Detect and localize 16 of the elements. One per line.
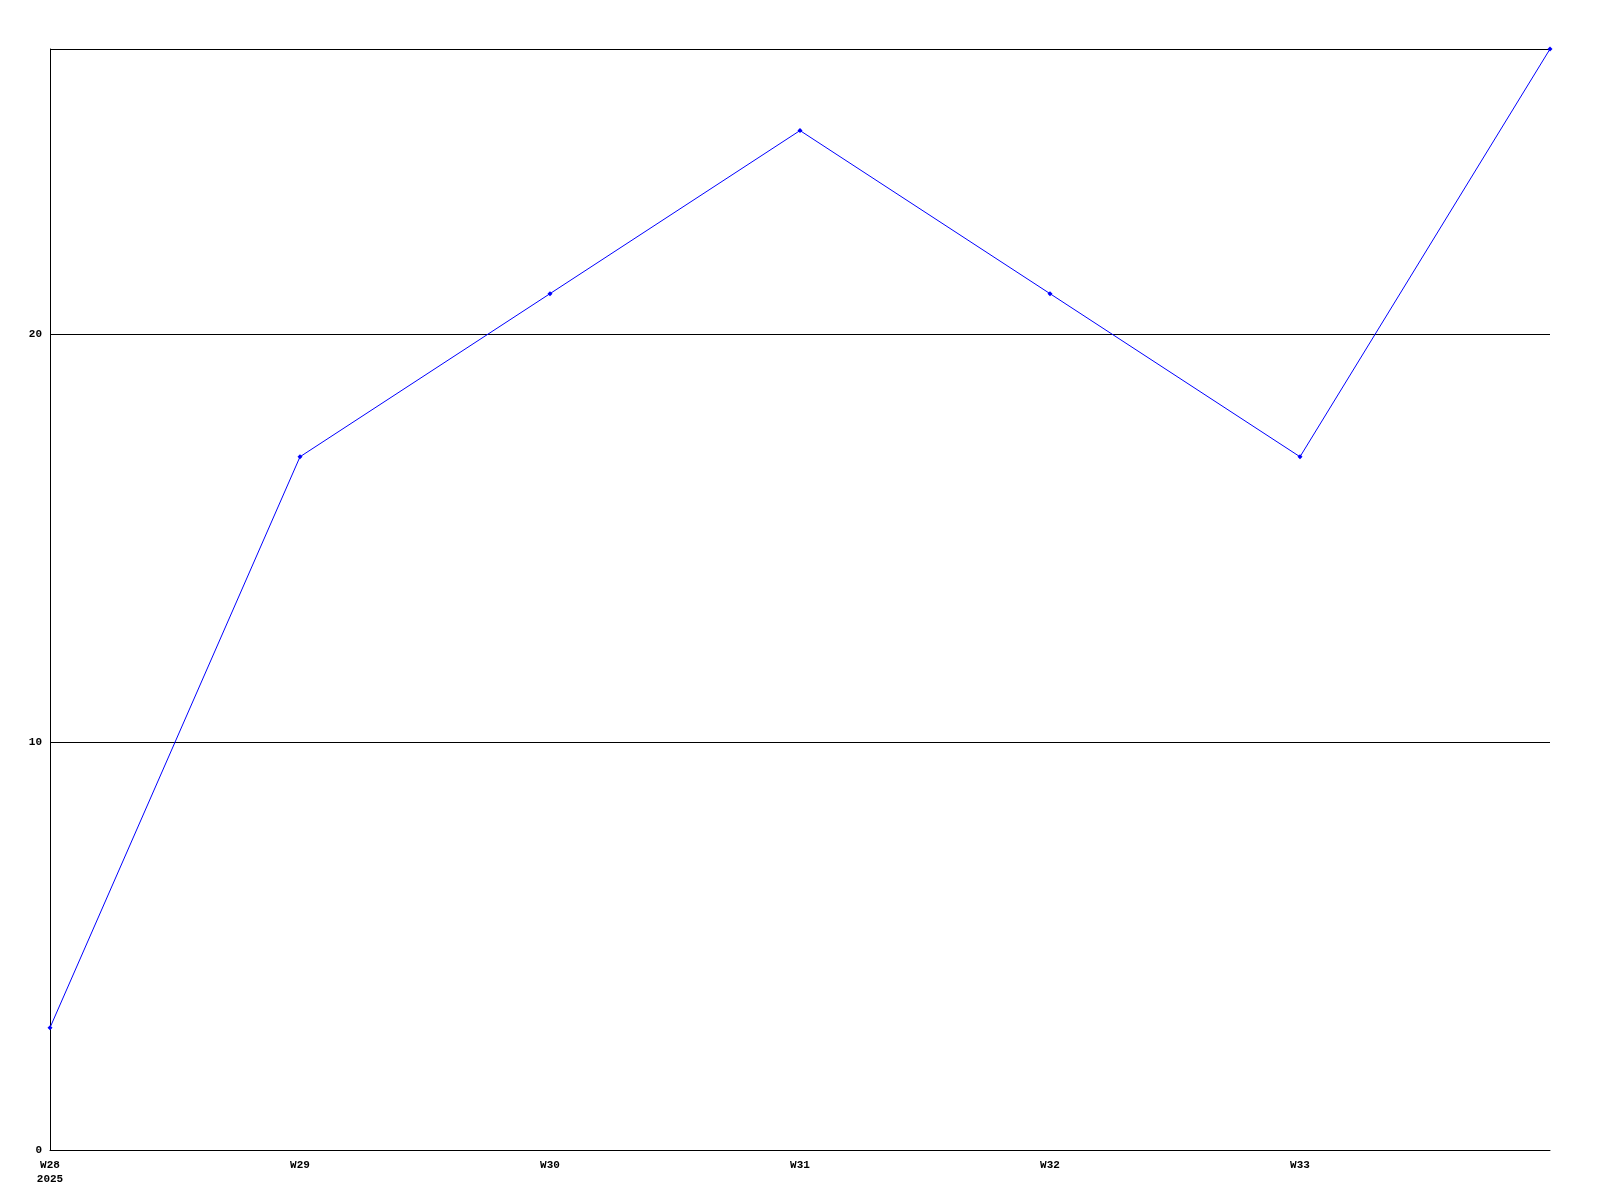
point	[1047, 291, 1053, 297]
y-tick-label: 10	[28, 736, 42, 749]
point	[797, 128, 803, 134]
x-tick-label: W28 2025	[36, 1159, 64, 1185]
y-tick-label: 20	[28, 328, 42, 341]
point	[297, 454, 303, 460]
x-tick-label: W32	[1040, 1159, 1060, 1171]
x-tick-label: W33	[1290, 1159, 1311, 1171]
point	[1297, 454, 1303, 460]
point	[47, 1025, 53, 1031]
point	[1547, 46, 1553, 52]
x-tick-label: W31	[790, 1159, 811, 1171]
x-tick-label: W29	[290, 1159, 310, 1171]
x-tick-label: W30	[540, 1159, 560, 1171]
y-tick-label: 0	[35, 1144, 42, 1156]
point	[547, 291, 553, 297]
